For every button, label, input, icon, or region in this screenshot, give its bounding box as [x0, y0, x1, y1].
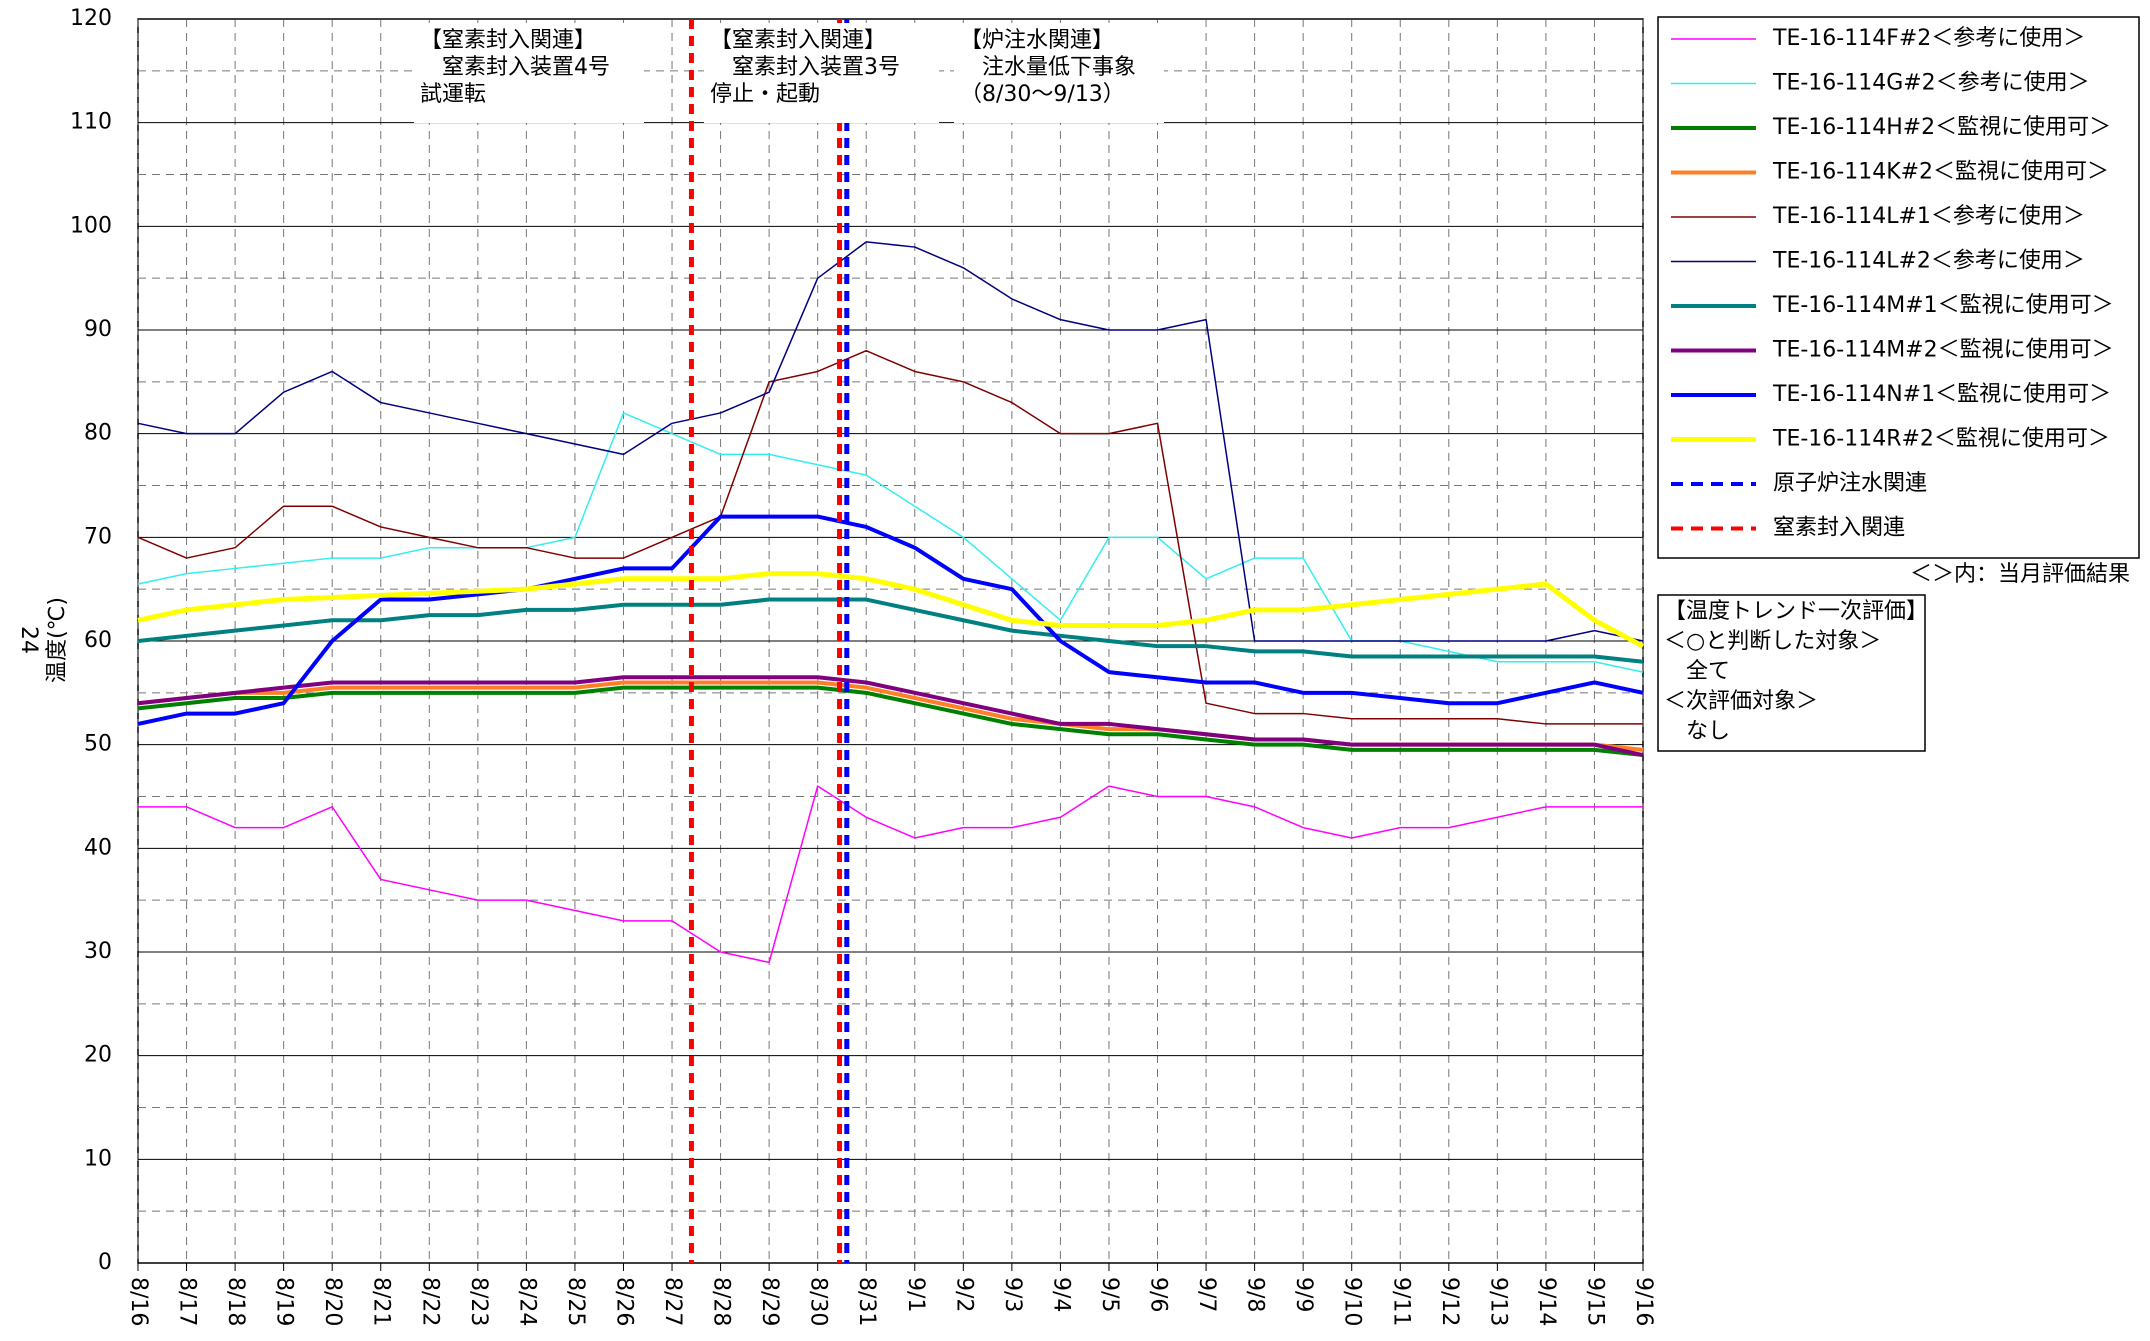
x-tick-label: 8/27: [660, 1277, 685, 1326]
y-tick-label: 120: [70, 6, 112, 31]
x-tick-label: 9/1: [903, 1277, 928, 1312]
x-tick-label: 8/21: [369, 1277, 394, 1326]
y-tick-label: 80: [84, 421, 112, 446]
y-tick-label: 90: [84, 317, 112, 342]
x-tick-label: 9/6: [1146, 1277, 1171, 1312]
y-tick-label: 30: [84, 939, 112, 964]
y-tick-label: 100: [70, 213, 112, 238]
x-tick-label: 9/16: [1631, 1277, 1656, 1326]
x-tick-label: 8/28: [709, 1277, 734, 1326]
y-tick-label: 20: [84, 1043, 112, 1068]
x-tick-label: 8/22: [417, 1277, 442, 1326]
y-axis-label: 温度(℃): [45, 597, 70, 683]
y-tick-label: 0: [98, 1250, 112, 1275]
legend-label: TE-16-114L#2＜参考に使用＞: [1772, 249, 2085, 274]
x-tick-label: 9/3: [1000, 1277, 1025, 1312]
x-tick-label: 9/8: [1243, 1277, 1268, 1312]
legend-label: TE-16-114M#2＜監視に使用可＞: [1772, 338, 2114, 363]
annotation-text: 窒素封入装置3号: [710, 55, 900, 80]
y-tick-label: 110: [70, 110, 112, 135]
x-tick-label: 8/23: [466, 1277, 491, 1326]
y-tick-label: 50: [84, 732, 112, 757]
evaluation-box: [1657, 594, 1926, 752]
x-tick-label: 8/19: [272, 1277, 297, 1326]
annotation-box: [704, 23, 939, 123]
legend-label: 窒素封入関連: [1773, 516, 1905, 541]
annotation-text: 停止・起動: [710, 82, 820, 107]
series-line: [137, 571, 1645, 649]
legend-label: TE-16-114K#2＜監視に使用可＞: [1772, 160, 2109, 185]
x-tick-label: 8/25: [563, 1277, 588, 1326]
annotation-box: [954, 23, 1164, 123]
series-line: [137, 349, 1643, 725]
evaluation-text: なし: [1664, 719, 1730, 744]
x-tick-label: 9/11: [1388, 1277, 1413, 1326]
legend-box: [1657, 16, 2140, 559]
annotation-text: 窒素封入装置4号: [420, 55, 610, 80]
legend-label: TE-16-114R#2＜監視に使用可＞: [1772, 427, 2110, 452]
x-tick-label: 9/14: [1534, 1277, 1559, 1326]
series-line: [138, 785, 1643, 964]
y-tick-label: 10: [84, 1146, 112, 1171]
x-tick-label: 8/16: [126, 1277, 151, 1326]
x-tick-label: 8/30: [806, 1277, 831, 1326]
annotation-text: 【窒素封入関連】: [420, 28, 596, 53]
x-tick-label: 9/5: [1097, 1277, 1122, 1312]
x-tick-label: 9/15: [1582, 1277, 1607, 1326]
annotation-box: [414, 23, 644, 123]
x-tick-label: 9/4: [1048, 1277, 1073, 1312]
evaluation-text: 【温度トレンド一次評価】: [1664, 599, 1928, 624]
x-tick-label: 8/29: [757, 1277, 782, 1326]
x-tick-label: 9/12: [1437, 1277, 1462, 1326]
evaluation-text: ＜次評価対象＞: [1664, 689, 1818, 714]
x-tick-label: 8/26: [611, 1277, 636, 1326]
legend-label: TE-16-114H#2＜監視に使用可＞: [1772, 115, 2111, 140]
y-tick-label: 70: [84, 524, 112, 549]
x-tick-label: 8/17: [175, 1277, 200, 1326]
annotation-text: 【炉注水関連】: [960, 28, 1114, 53]
annotation-text: 注水量低下事象: [960, 55, 1136, 80]
legend-label: TE-16-114N#1＜監視に使用可＞: [1772, 382, 2111, 407]
legend-label: TE-16-114L#1＜参考に使用＞: [1772, 204, 2085, 229]
page-number: 24: [16, 626, 41, 654]
x-tick-label: 9/2: [951, 1277, 976, 1312]
series-line: [137, 675, 1644, 757]
x-tick-label: 8/31: [854, 1277, 879, 1326]
annotation-text: 【窒素封入関連】: [710, 28, 886, 53]
legend-note: ＜＞内：当月評価結果: [1910, 562, 2130, 587]
series-line: [137, 514, 1644, 726]
evaluation-text: ＜○と判断した対象＞: [1664, 629, 1881, 654]
y-tick-label: 60: [84, 628, 112, 653]
annotation-text: （8/30～9/13）: [960, 82, 1125, 107]
x-tick-label: 9/13: [1485, 1277, 1510, 1326]
series-line: [137, 685, 1644, 758]
legend-label: 原子炉注水関連: [1773, 471, 1927, 496]
annotation-text: 試運転: [420, 82, 486, 107]
legend-label: TE-16-114G#2＜参考に使用＞: [1772, 71, 2090, 96]
legend-label: TE-16-114F#2＜参考に使用＞: [1772, 26, 2085, 51]
x-tick-label: 9/9: [1291, 1277, 1316, 1312]
x-tick-label: 8/18: [223, 1277, 248, 1326]
x-tick-label: 8/24: [514, 1277, 539, 1326]
series-line: [137, 241, 1644, 642]
x-tick-label: 9/7: [1194, 1277, 1219, 1312]
evaluation-text: 全て: [1664, 659, 1730, 684]
series-line: [137, 597, 1644, 664]
x-tick-label: 9/10: [1340, 1277, 1365, 1326]
legend-label: TE-16-114M#1＜監視に使用可＞: [1772, 293, 2114, 318]
y-tick-label: 40: [84, 835, 112, 860]
x-tick-label: 8/20: [320, 1277, 345, 1326]
